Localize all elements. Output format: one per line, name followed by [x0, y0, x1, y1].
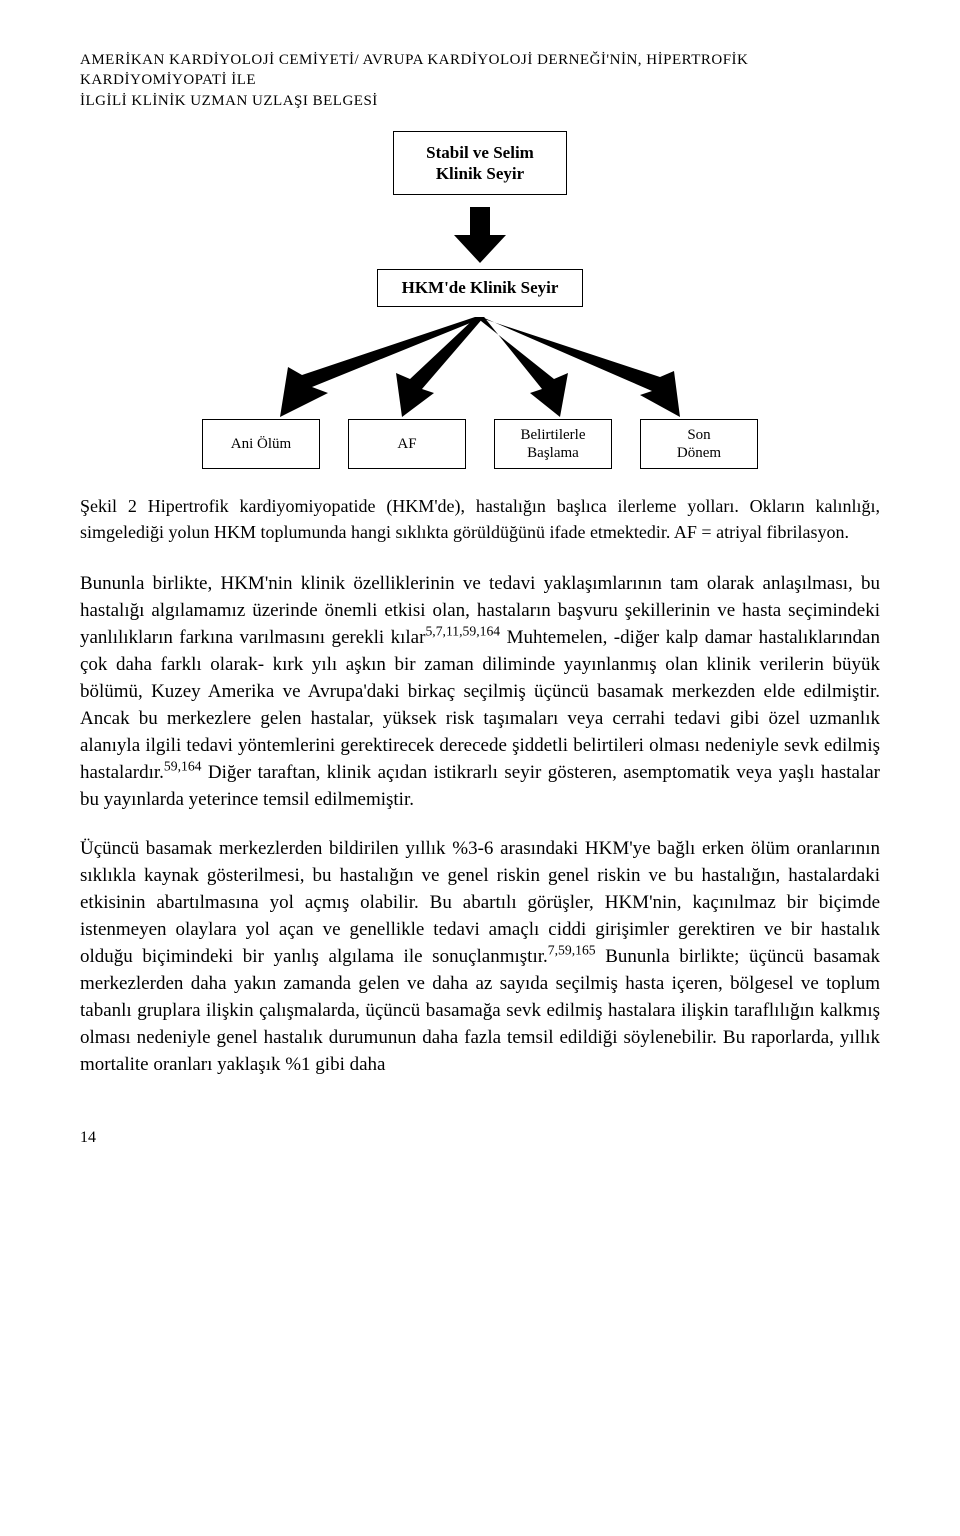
figure-caption: Şekil 2 Hipertrofik kardiyomiyopatide (H…: [80, 493, 880, 545]
paragraph-1: Bununla birlikte, HKM'nin klinik özellik…: [80, 571, 880, 814]
diagram-leaf-2: AF: [348, 419, 466, 469]
diagram-leaf-3: Belirtilerle Başlama: [494, 419, 612, 469]
arrow-down-icon: [450, 207, 510, 263]
running-header-line2: İLGİLİ KLİNİK UZMAN UZLAŞI BELGESİ: [80, 93, 378, 109]
page-number: 14: [80, 1129, 880, 1147]
diagram-leaf-4: Son Dönem: [640, 419, 758, 469]
diagram-top-node: Stabil ve Selim Klinik Seyir: [393, 131, 567, 196]
citation-sup-3: 7,59,165: [548, 943, 596, 958]
citation-sup-2: 59,164: [164, 759, 202, 774]
figure-2-diagram: Stabil ve Selim Klinik Seyir HKM'de Klin…: [80, 131, 880, 470]
diagram-leaf-row: Ani Ölüm AF Belirtilerle Başlama Son Dön…: [202, 419, 758, 469]
diagram-down-arrow: [450, 207, 510, 263]
diagram-fan-arrows: [220, 317, 740, 417]
fan-arrows-icon: [220, 317, 740, 417]
running-header-line1: AMERİKAN KARDİYOLOJİ CEMİYETİ/ AVRUPA KA…: [80, 52, 748, 88]
page-container: AMERİKAN KARDİYOLOJİ CEMİYETİ/ AVRUPA KA…: [0, 0, 960, 1187]
diagram-mid-node: HKM'de Klinik Seyir: [377, 269, 584, 307]
citation-sup-1: 5,7,11,59,164: [425, 624, 500, 639]
running-header: AMERİKAN KARDİYOLOJİ CEMİYETİ/ AVRUPA KA…: [80, 50, 880, 111]
paragraph-2: Üçüncü basamak merkezlerden bildirilen y…: [80, 836, 880, 1079]
diagram-leaf-1: Ani Ölüm: [202, 419, 320, 469]
